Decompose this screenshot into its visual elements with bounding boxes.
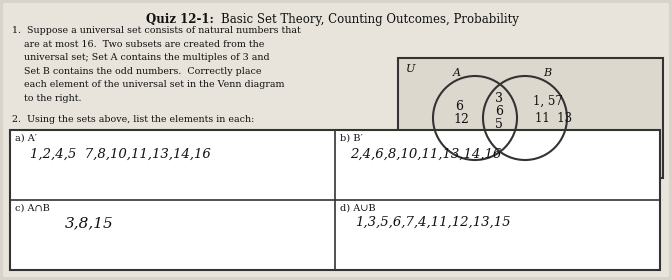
Text: 1,3,5,6,7,4,11,12,13,15: 1,3,5,6,7,4,11,12,13,15 <box>355 216 511 229</box>
Text: are at most 16.  Two subsets are created from the: are at most 16. Two subsets are created … <box>12 39 264 48</box>
Text: 6: 6 <box>495 105 503 118</box>
Text: 5: 5 <box>495 118 503 131</box>
Text: 3: 3 <box>495 92 503 105</box>
Text: d) A∪B: d) A∪B <box>340 204 376 213</box>
FancyBboxPatch shape <box>3 3 669 277</box>
Text: each element of the universal set in the Venn diagram: each element of the universal set in the… <box>12 80 284 89</box>
Text: A: A <box>453 68 461 78</box>
Text: 1,2,4,5  7,8,10,11,13,14,16: 1,2,4,5 7,8,10,11,13,14,16 <box>30 148 211 161</box>
Text: to the right.: to the right. <box>12 94 81 102</box>
Text: Quiz 12-1:: Quiz 12-1: <box>146 13 214 26</box>
Text: 12: 12 <box>453 113 469 126</box>
Text: 11  13: 11 13 <box>535 112 572 125</box>
Text: 2,4,6,8,10,11,13,14,16: 2,4,6,8,10,11,13,14,16 <box>350 148 501 161</box>
Text: a) A′: a) A′ <box>15 134 37 143</box>
Text: universal set; Set A contains the multiples of 3 and: universal set; Set A contains the multip… <box>12 53 269 62</box>
Bar <box>398 58 663 178</box>
Text: B: B <box>543 68 551 78</box>
Text: 1, 57: 1, 57 <box>533 95 563 108</box>
Text: U: U <box>406 64 415 74</box>
Text: c) A∩B: c) A∩B <box>15 204 50 213</box>
Text: Basic Set Theory, Counting Outcomes, Probability: Basic Set Theory, Counting Outcomes, Pro… <box>221 13 519 26</box>
Text: 2.  Using the sets above, list the elements in each:: 2. Using the sets above, list the elemen… <box>12 115 255 124</box>
Bar <box>10 130 660 270</box>
Text: 3,8,15: 3,8,15 <box>65 216 114 230</box>
Text: 6: 6 <box>455 100 463 113</box>
Text: Set B contains the odd numbers.  Correctly place: Set B contains the odd numbers. Correctl… <box>12 67 261 76</box>
Text: 1.  Suppose a universal set consists of natural numbers that: 1. Suppose a universal set consists of n… <box>12 26 301 35</box>
Text: b) B′: b) B′ <box>340 134 363 143</box>
